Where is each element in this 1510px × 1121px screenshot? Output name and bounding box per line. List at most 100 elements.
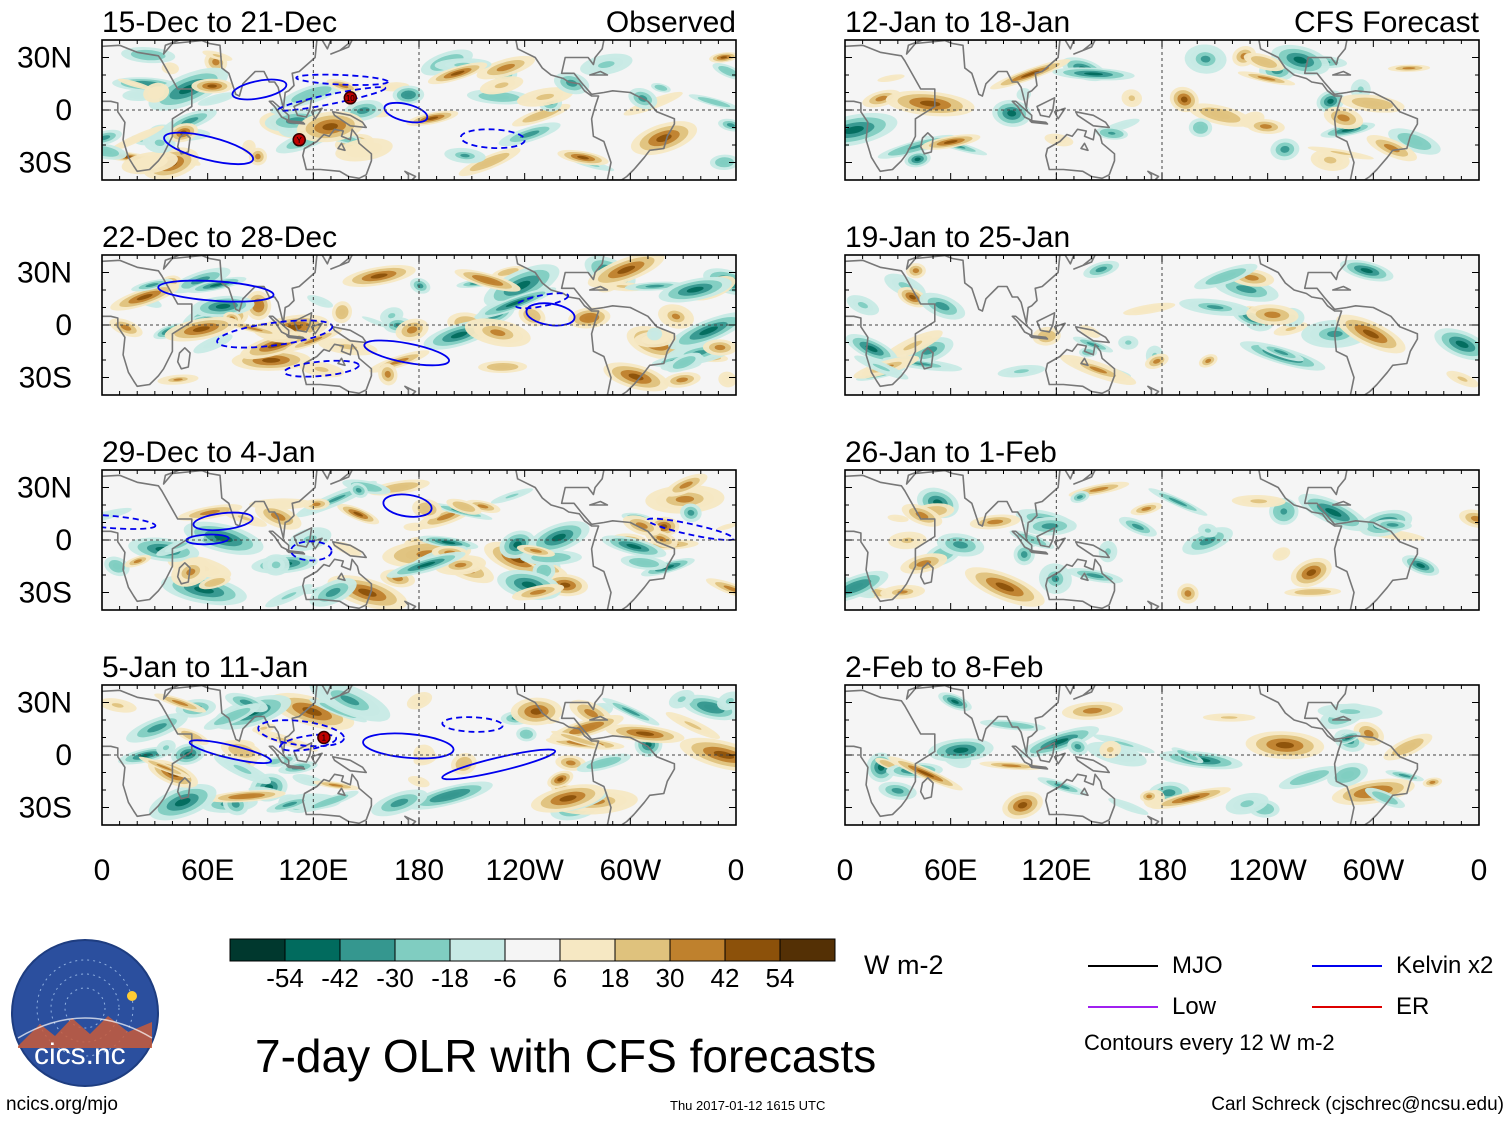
olr-anomaly-blob [353,511,364,517]
coastline [301,128,373,180]
kelvin-contour [157,279,275,303]
kelvin-contour [231,78,288,101]
figure-title: 7-day OLR with CFS forecasts [255,1030,877,1082]
olr-anomaly-blob [1107,131,1116,135]
kelvin-contour [163,131,255,166]
coastline [331,755,368,774]
coastline [301,773,373,825]
colorbar-units: W m-2 [864,950,944,980]
olr-anomaly-blob [724,377,731,382]
olr-anomaly-blob [1293,56,1308,64]
coastline [162,685,353,755]
storm-marker-label: Y [297,136,303,145]
coastlines [845,685,1419,825]
colorbar-swatch [779,938,836,962]
olr-anomaly-blob [1257,76,1276,81]
olr-anomaly-blob [1084,328,1096,335]
coastline [310,752,323,765]
olr-anomaly-blob [120,324,132,331]
olr-anomaly-blob [1054,783,1070,790]
olr-anomaly-blob [237,515,252,521]
olr-anomaly-blob [845,126,864,134]
coastline [286,334,306,340]
storm-marker-label: 1 [322,734,327,743]
panel-period-label: 2-Feb to 8-Feb [845,651,1043,684]
olr-anomaly-blob [255,302,262,309]
olr-anomaly-blob [136,293,153,301]
olr-anomaly-blob [1162,789,1176,797]
olr-anomaly-blob [275,737,297,745]
footer-author: Carl Schreck (cjschrec@ncsu.edu) [1211,1094,1504,1115]
coastlines [845,470,1419,610]
x-tick-label: 120W [1228,854,1307,887]
kelvin-contour [295,73,389,86]
olr-anomaly-blob [1180,96,1188,103]
olr-anomaly-blob [390,798,409,808]
olr-anomaly-blob [872,363,890,372]
olr-anomaly-blob [454,562,467,568]
olr-anomaly-blob [210,96,223,102]
coastline [404,170,417,180]
olr-anomaly-blob [857,302,868,309]
kelvin-contour [382,493,433,518]
olr-anomaly-blob [909,294,916,300]
olr-anomaly-blob [1360,268,1373,274]
coastline [1080,357,1089,367]
kelvin-contour [279,733,338,752]
panel-period-label: 22-Dec to 28-Dec [102,221,337,254]
olr-anomaly-blob [1278,551,1285,557]
olr-anomaly-blob [1362,329,1379,339]
legend-line-er [1312,1006,1382,1008]
olr-anomaly-blob [244,326,263,332]
y-tick-label: 30S [19,577,72,610]
olr-anomaly-blob [1220,716,1238,719]
olr-anomaly-blob [415,697,424,704]
olr-anomaly-blob [626,543,642,550]
olr-anomaly-blob [1089,366,1108,374]
olr-anomaly-blob [912,268,920,274]
olr-anomaly-blob [479,157,500,167]
coastline [1029,334,1049,340]
colorbar-level-label: 6 [553,963,567,993]
olr-anomaly-blob [1086,573,1104,579]
coastline [293,526,313,548]
y-tick-label: 0 [55,309,72,342]
coastline [310,537,323,550]
olr-anomaly-blob [355,487,362,493]
colorbar-swatch [559,938,616,962]
coastline [176,132,191,155]
olr-anomaly-blob [884,76,898,81]
olr-anomaly-blob [699,326,718,336]
olr-anomaly-blob [914,157,921,162]
coastline [1045,128,1116,180]
olr-anomaly-blob [174,798,191,807]
olr-anomaly-blob [320,798,339,805]
olr-anomaly-blob [325,587,341,597]
olr-anomaly-blob [1398,773,1411,778]
olr-anomaly-blob [875,95,888,102]
olr-anomaly-blob [112,563,121,570]
olr-anomaly-blob [721,524,732,529]
panel-period-label: 12-Jan to 18-Jan [845,6,1070,39]
olr-anomaly-blob [262,357,281,363]
olr-anomaly-blob [490,329,506,336]
olr-anomaly-blob [903,340,923,351]
x-tick-label: 0 [94,854,111,887]
olr-anomaly-blob [156,764,173,771]
panel-period-label: 19-Jan to 25-Jan [845,221,1070,254]
column-header: CFS Forecast [1294,6,1480,39]
olr-anomaly-blob [370,273,388,279]
kelvin-contour [646,517,735,541]
coastline [1074,540,1110,559]
olr-anomaly-blob [152,89,161,96]
olr-anomaly-blob [1141,506,1152,511]
olr-anomaly-blob [719,159,730,165]
x-tick-label: 120W [485,854,564,887]
olr-anomaly-blob [584,315,595,321]
coastline [301,558,373,610]
kelvin-contour [188,739,273,765]
olr-anomaly-blob [384,370,391,378]
olr-anomaly-field [109,255,736,392]
legend-label-low: Low [1172,993,1217,1020]
